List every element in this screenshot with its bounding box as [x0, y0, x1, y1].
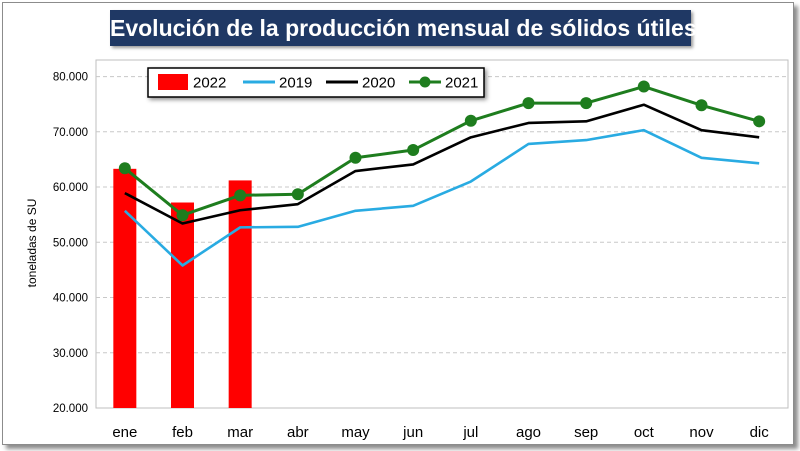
x-tick-label: abr — [287, 424, 309, 441]
point-2021-may — [349, 151, 362, 164]
bar-2022-mar — [228, 180, 252, 408]
y-tick-label: 80.000 — [53, 72, 88, 84]
line-2019 — [123, 128, 760, 267]
x-tick-label: ago — [516, 424, 541, 441]
legend-marker-2021 — [419, 76, 431, 88]
point-2021-ago — [522, 97, 535, 110]
point-2021-abr — [291, 188, 304, 201]
y-axis-ticks: 20.000 30.000 40.000 50.000 60.000 70.000 80.0… — [53, 72, 88, 415]
point-2021-mar — [234, 189, 247, 202]
legend-label-2021: 2021 — [445, 75, 478, 92]
x-tick-label: nov — [689, 424, 714, 441]
x-axis-ticks: ene feb mar abr may jun jul ago sep oct nov dic — [112, 424, 769, 441]
y-tick-label: 50.000 — [53, 237, 88, 249]
point-2021-sep — [580, 97, 593, 110]
x-tick-label: sep — [574, 424, 598, 441]
x-tick-label: may — [341, 424, 370, 441]
bar-2022-feb — [171, 202, 194, 408]
y-axis-label: toneladas de SU — [25, 199, 39, 288]
grid-lines — [96, 76, 788, 354]
point-2021-dic — [753, 115, 766, 128]
line-series — [118, 80, 766, 267]
line-2020 — [124, 103, 760, 225]
y-tick-label: 20.000 — [53, 403, 88, 415]
x-tick-label: oct — [634, 424, 655, 441]
point-2021-jul — [464, 114, 477, 127]
line-2021 — [123, 85, 760, 217]
x-tick-label: mar — [227, 424, 253, 441]
legend: 2022 2019 2020 2021 — [147, 67, 485, 98]
bar-2022-ene — [113, 168, 137, 408]
legend-swatch-2022 — [158, 74, 188, 90]
y-tick-label: 40.000 — [53, 293, 88, 305]
y-tick-label: 60.000 — [53, 182, 88, 194]
legend-label-2020: 2020 — [362, 75, 395, 92]
legend-label-2022: 2022 — [193, 75, 226, 92]
x-tick-label: dic — [750, 424, 770, 441]
x-tick-label: jun — [402, 424, 423, 441]
bar-series — [113, 168, 252, 408]
x-tick-label: ene — [112, 424, 137, 441]
point-2021-oct — [637, 80, 650, 93]
legend-label-2019: 2019 — [279, 75, 312, 92]
plot-area — [95, 59, 789, 409]
chart-title: Evolución de la producción mensual de só… — [110, 10, 697, 46]
x-tick-label: jul — [462, 424, 478, 441]
point-2021-feb — [176, 209, 189, 222]
point-2021-jun — [407, 144, 420, 157]
point-2021-ene — [118, 162, 131, 175]
y-tick-label: 30.000 — [53, 348, 88, 360]
point-2021-nov — [695, 99, 708, 112]
y-tick-label: 70.000 — [53, 127, 88, 139]
x-tick-label: feb — [172, 424, 193, 441]
